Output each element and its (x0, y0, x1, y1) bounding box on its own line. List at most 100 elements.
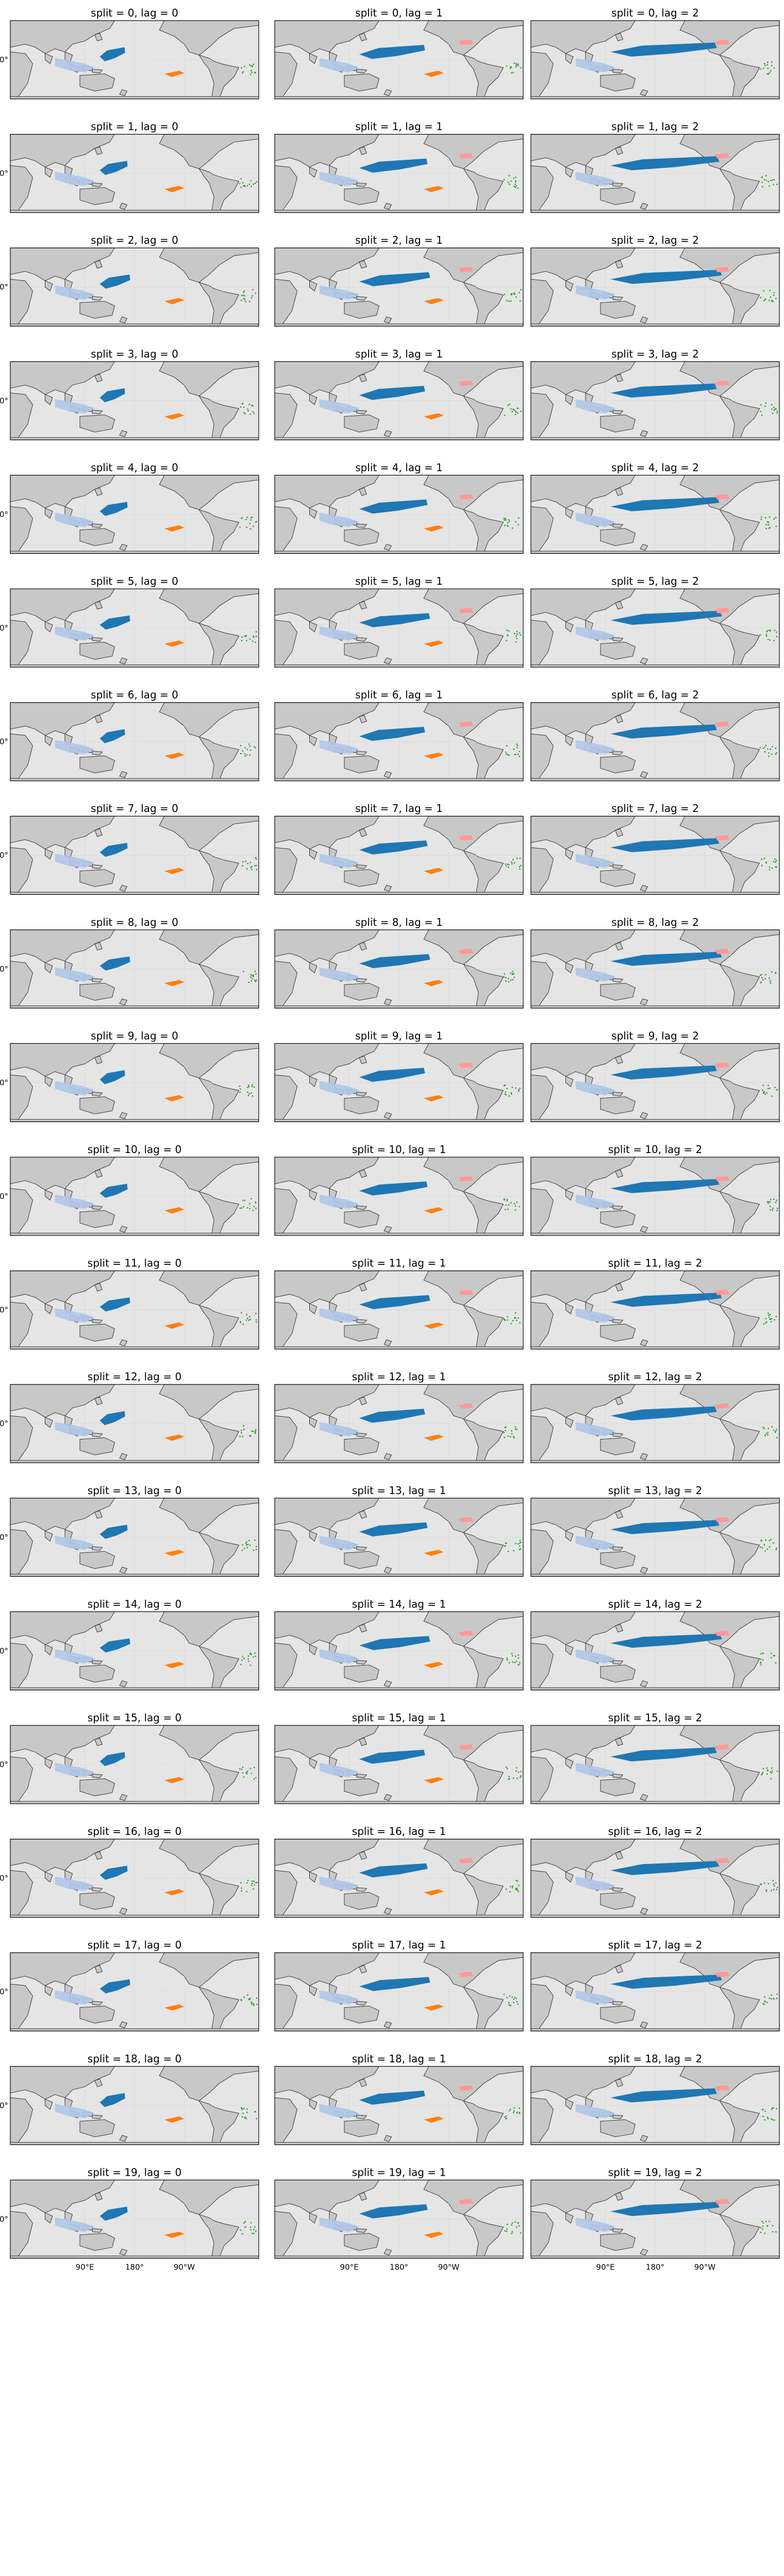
precursor-dot-4 (240, 406, 242, 408)
land-mass (94, 1283, 103, 1292)
precursor-dot-4 (772, 2119, 774, 2121)
precursor-dot-4 (760, 1546, 761, 1548)
precursor-dot-4 (508, 2110, 510, 2112)
precursor-dot-4 (255, 1655, 257, 1657)
precursor-region-6 (458, 2085, 474, 2091)
precursor-region-2 (575, 285, 615, 300)
panel-title: split = 0, lag = 1 (355, 7, 443, 19)
precursor-dot-4 (515, 1889, 517, 1891)
land-mass (309, 1644, 318, 1655)
precursor-dot-4 (763, 1544, 765, 1546)
precursor-dot-4 (511, 1996, 513, 1998)
precursor-dot-4 (247, 1658, 249, 1660)
land-mass (615, 1056, 623, 1064)
land-mass (10, 1529, 33, 1577)
precursor-dot-4 (514, 1428, 516, 1430)
panel-title: split = 4, lag = 1 (355, 461, 443, 473)
precursor-dot-4 (505, 1094, 507, 1096)
precursor-region-3 (164, 868, 185, 874)
panel-title: split = 3, lag = 1 (355, 348, 443, 360)
precursor-region-1 (99, 388, 125, 402)
panel-title: split = 1, lag = 0 (91, 121, 178, 133)
precursor-dot-4 (514, 410, 516, 412)
panel-frame (274, 588, 524, 668)
precursor-dot-4 (508, 867, 509, 868)
land-mass (640, 2248, 648, 2256)
precursor-dot-4 (241, 2108, 243, 2110)
land-mass (531, 324, 779, 327)
precursor-dot-4 (518, 1090, 520, 1092)
precursor-dot-4 (255, 1313, 257, 1314)
precursor-dot-4 (252, 65, 253, 67)
precursor-dot-4 (513, 976, 515, 978)
precursor-region-2 (319, 854, 359, 868)
precursor-dot-4 (504, 1209, 506, 1210)
precursor-dot-4 (519, 857, 521, 859)
precursor-dot-4 (508, 981, 510, 982)
precursor-dot-4 (255, 1549, 257, 1550)
land-mass (600, 301, 636, 319)
precursor-dot-4 (241, 1430, 242, 1431)
land-mass (359, 2078, 367, 2087)
precursor-dot-4 (771, 408, 773, 410)
precursor-dot-4 (251, 1198, 253, 1200)
precursor-region-6 (458, 1517, 474, 1522)
precursor-dot-4 (503, 1431, 505, 1433)
panel-frame (274, 2066, 524, 2145)
precursor-region-1 (99, 1524, 128, 1539)
precursor-dot-4 (512, 1661, 514, 1663)
precursor-dot-4 (247, 408, 249, 410)
precursor-dot-4 (773, 639, 775, 641)
land-mass (10, 778, 259, 781)
land-mass (719, 1077, 760, 1122)
precursor-dot-4 (507, 1551, 509, 1552)
precursor-dot-4 (240, 1999, 242, 2001)
precursor-region-1 (610, 1747, 717, 1761)
precursor-dot-4 (520, 865, 522, 867)
precursor-dot-4 (519, 1322, 521, 1324)
precursor-dot-4 (245, 1772, 247, 1774)
panel-frame (530, 929, 780, 1009)
precursor-dot-4 (770, 630, 772, 632)
land-mass (356, 1432, 368, 1437)
precursor-dot-4 (515, 62, 517, 64)
panel-title: split = 16, lag = 1 (352, 1825, 446, 1838)
land-mass (531, 1870, 554, 1918)
land-mass (531, 664, 779, 667)
precursor-dot-4 (776, 752, 777, 754)
panel-grid: split = 0, lag = 00°split = 0, lag = 1 sp… (0, 7, 780, 2272)
land-mass (640, 1794, 648, 1801)
precursor-dot-4 (504, 973, 505, 975)
precursor-dot-4 (253, 1888, 254, 1890)
precursor-dot-4 (254, 865, 256, 867)
land-mass (79, 755, 115, 773)
land-mass (356, 523, 368, 528)
land-mass (10, 1119, 259, 1122)
land-mass (531, 165, 554, 213)
precursor-dot-4 (255, 1208, 257, 1209)
precursor-dot-4 (254, 72, 256, 74)
precursor-dot-4 (765, 635, 768, 637)
land-mass (531, 1801, 779, 1804)
precursor-dot-4 (768, 1316, 770, 1318)
precursor-region-1 (610, 838, 720, 853)
land-mass (615, 715, 623, 723)
precursor-region-6 (714, 153, 730, 159)
land-mass (119, 202, 128, 210)
land-mass (600, 869, 636, 887)
precursor-dot-4 (767, 630, 769, 632)
precursor-region-2 (575, 967, 615, 982)
precursor-dot-4 (506, 1319, 508, 1321)
land-mass (719, 1191, 760, 1235)
land-mass (383, 202, 392, 210)
precursor-dot-4 (763, 2004, 765, 2005)
precursor-dot-4 (769, 527, 771, 529)
land-mass (119, 885, 128, 892)
precursor-dot-4 (767, 2225, 769, 2227)
precursor-region-2 (319, 2217, 359, 2232)
precursor-dot-4 (256, 2118, 258, 2120)
precursor-dot-4 (244, 1548, 245, 1549)
map-panel: split = 1, lag = 00° (0, 121, 259, 213)
precursor-dot-4 (242, 2112, 244, 2114)
panel-frame (10, 1270, 259, 1350)
